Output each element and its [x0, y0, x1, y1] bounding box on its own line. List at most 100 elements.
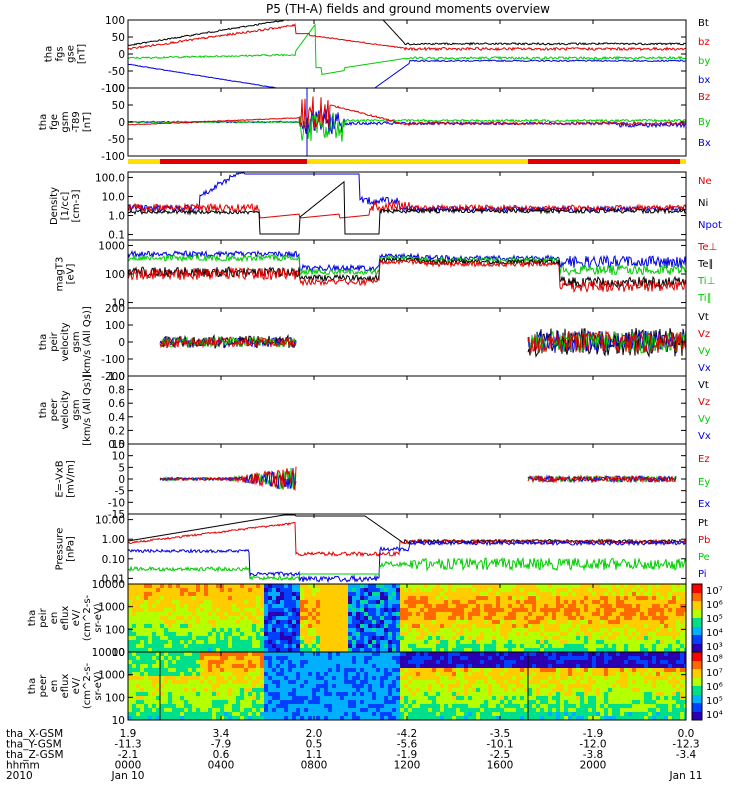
heatmap-cell: [476, 628, 480, 632]
heatmap-cell: [400, 600, 404, 604]
heatmap-cell: [332, 692, 336, 696]
heatmap-cell: [184, 700, 188, 704]
heatmap-cell: [128, 588, 132, 592]
heatmap-cell: [436, 696, 440, 700]
heatmap-cell: [400, 648, 404, 652]
heatmap-cell: [192, 656, 196, 660]
heatmap-cell: [272, 700, 276, 704]
heatmap-cell: [492, 640, 496, 644]
heatmap-cell: [564, 668, 568, 672]
heatmap-cell: [428, 636, 432, 640]
heatmap-cell: [168, 608, 172, 612]
legend-entry: Ez: [698, 454, 710, 465]
heatmap-cell: [636, 716, 640, 720]
heatmap-cell: [512, 584, 516, 588]
heatmap-cell: [416, 652, 420, 656]
heatmap-cell: [316, 696, 320, 700]
heatmap-cell: [620, 716, 624, 720]
heatmap-cell: [412, 632, 416, 636]
heatmap-cell: [336, 640, 340, 644]
heatmap-cell: [468, 672, 472, 676]
heatmap-cell: [448, 716, 452, 720]
heatmap-cell: [408, 672, 412, 676]
heatmap-cell: [340, 656, 344, 660]
heatmap-cell: [520, 600, 524, 604]
y-tick-label: 100: [105, 624, 125, 636]
heatmap-cell: [216, 656, 220, 660]
heatmap-cell: [428, 660, 432, 664]
heatmap-cell: [268, 652, 272, 656]
heatmap-cell: [204, 644, 208, 648]
heatmap-cell: [568, 716, 572, 720]
heatmap-cell: [348, 640, 352, 644]
heatmap-cell: [572, 660, 576, 664]
legend-entry: Vt: [698, 312, 709, 323]
heatmap-cell: [468, 708, 472, 712]
heatmap-cell: [504, 708, 508, 712]
heatmap-cell: [388, 600, 392, 604]
heatmap-cell: [612, 616, 616, 620]
heatmap-cell: [588, 688, 592, 692]
heatmap-cell: [488, 628, 492, 632]
heatmap-cell: [152, 604, 156, 608]
heatmap-cell: [212, 696, 216, 700]
heatmap-cell: [336, 712, 340, 716]
heatmap-cell: [340, 676, 344, 680]
heatmap-cell: [316, 584, 320, 588]
heatmap-cell: [184, 640, 188, 644]
heatmap-cell: [364, 692, 368, 696]
heatmap-cell: [200, 704, 204, 708]
heatmap-cell: [604, 616, 608, 620]
y-tick-label: 10.0: [102, 191, 125, 203]
heatmap-cell: [148, 640, 152, 644]
heatmap-cell: [264, 648, 268, 652]
heatmap-cell: [216, 700, 220, 704]
heatmap-cell: [592, 600, 596, 604]
heatmap-cell: [144, 716, 148, 720]
heatmap-cell: [576, 648, 580, 652]
heatmap-cell: [128, 692, 132, 696]
heatmap-cell: [480, 588, 484, 592]
heatmap-cell: [516, 616, 520, 620]
heatmap-cell: [664, 588, 668, 592]
heatmap-cell: [288, 652, 292, 656]
heatmap-cell: [188, 664, 192, 668]
heatmap-cell: [420, 680, 424, 684]
heatmap-cell: [404, 632, 408, 636]
heatmap-cell: [140, 648, 144, 652]
heatmap-cell: [412, 688, 416, 692]
heatmap-cell: [624, 656, 628, 660]
heatmap-cell: [568, 708, 572, 712]
heatmap-cell: [196, 708, 200, 712]
heatmap-cell: [584, 636, 588, 640]
heatmap-cell: [400, 628, 404, 632]
heatmap-cell: [412, 636, 416, 640]
heatmap-cell: [536, 652, 540, 656]
heatmap-cell: [572, 672, 576, 676]
heatmap-cell: [464, 668, 468, 672]
heatmap-cell: [520, 672, 524, 676]
heatmap-cell: [276, 592, 280, 596]
heatmap-cell: [400, 624, 404, 628]
heatmap-cell: [336, 664, 340, 668]
heatmap-cell: [644, 632, 648, 636]
colorbar-cell: [692, 624, 702, 626]
heatmap-cell: [528, 624, 532, 628]
heatmap-cell: [312, 644, 316, 648]
heatmap-cell: [192, 684, 196, 688]
heatmap-cell: [640, 700, 644, 704]
heatmap-cell: [264, 696, 268, 700]
heatmap-cell: [344, 716, 348, 720]
heatmap-cell: [256, 624, 260, 628]
heatmap-cell: [652, 640, 656, 644]
heatmap-cell: [252, 584, 256, 588]
heatmap-cell: [452, 652, 456, 656]
heatmap-cell: [656, 592, 660, 596]
heatmap-cell: [544, 680, 548, 684]
heatmap-cell: [148, 604, 152, 608]
heatmap-cell: [456, 612, 460, 616]
heatmap-cell: [232, 688, 236, 692]
heatmap-cell: [512, 656, 516, 660]
heatmap-cell: [580, 668, 584, 672]
heatmap-cell: [400, 588, 404, 592]
